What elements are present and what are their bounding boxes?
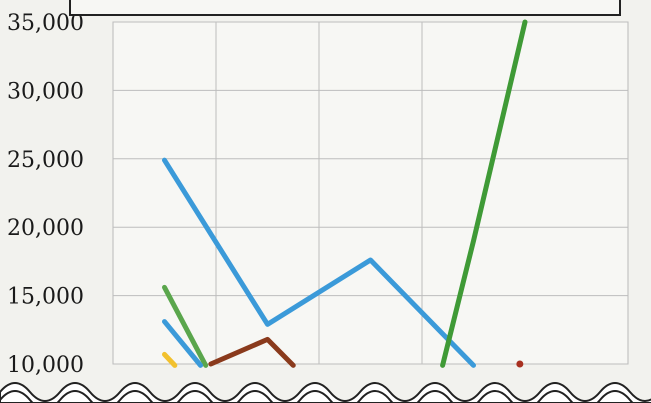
y-tick-label-1: 15,000	[7, 285, 84, 310]
series-line-5	[440, 19, 528, 368]
series-line-0	[162, 157, 476, 368]
y-tick-label-3: 25,000	[7, 148, 84, 173]
series-line-6	[516, 360, 524, 368]
y-tick-label-0: 10,000	[7, 353, 84, 378]
plot-area	[112, 21, 629, 365]
series-line-1	[162, 284, 209, 368]
legend-box	[69, 0, 621, 16]
torn-edge	[0, 382, 651, 403]
gridlines	[113, 21, 628, 365]
series-line-3	[162, 351, 178, 368]
torn-edge-inner	[0, 390, 635, 403]
series-line-4	[208, 336, 296, 368]
series-lines	[162, 19, 528, 368]
y-tick-label-2: 20,000	[7, 216, 84, 241]
y-tick-label-4: 30,000	[7, 79, 84, 104]
series-line-2	[162, 319, 204, 368]
